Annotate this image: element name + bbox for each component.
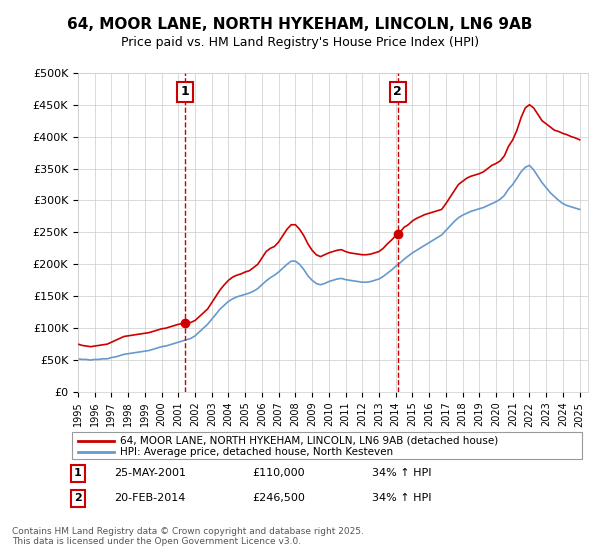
Text: £246,500: £246,500 xyxy=(252,493,305,503)
Text: 1: 1 xyxy=(181,86,190,99)
Text: 64, MOOR LANE, NORTH HYKEHAM, LINCOLN, LN6 9AB: 64, MOOR LANE, NORTH HYKEHAM, LINCOLN, L… xyxy=(67,17,533,32)
Text: Price paid vs. HM Land Registry's House Price Index (HPI): Price paid vs. HM Land Registry's House … xyxy=(121,36,479,49)
Text: Contains HM Land Registry data © Crown copyright and database right 2025.
This d: Contains HM Land Registry data © Crown c… xyxy=(12,526,364,546)
Text: 1: 1 xyxy=(74,468,82,478)
Text: 34% ↑ HPI: 34% ↑ HPI xyxy=(372,493,431,503)
Text: £110,000: £110,000 xyxy=(252,468,305,478)
Text: 20-FEB-2014: 20-FEB-2014 xyxy=(114,493,185,503)
Text: 2: 2 xyxy=(394,86,402,99)
Text: 25-MAY-2001: 25-MAY-2001 xyxy=(114,468,186,478)
Text: 2: 2 xyxy=(74,493,82,503)
Text: HPI: Average price, detached house, North Kesteven: HPI: Average price, detached house, Nort… xyxy=(120,447,393,458)
Text: 34% ↑ HPI: 34% ↑ HPI xyxy=(372,468,431,478)
Text: 64, MOOR LANE, NORTH HYKEHAM, LINCOLN, LN6 9AB (detached house): 64, MOOR LANE, NORTH HYKEHAM, LINCOLN, L… xyxy=(120,436,498,446)
